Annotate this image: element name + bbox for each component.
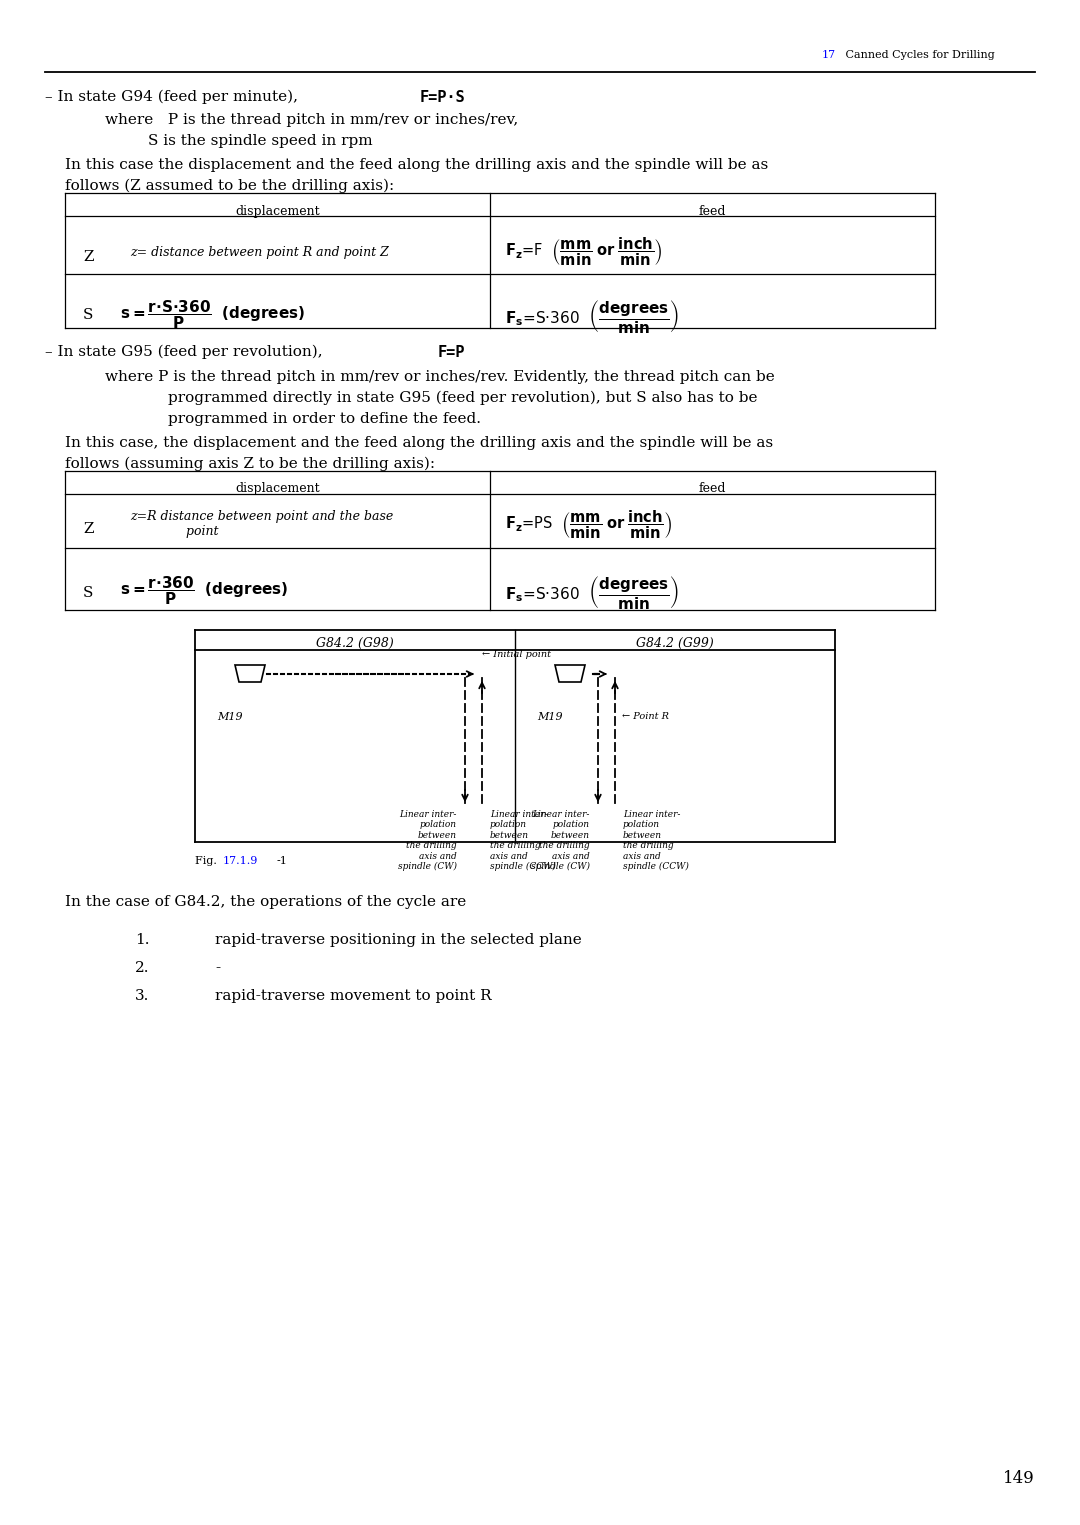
Text: ← Initial point: ← Initial point bbox=[482, 650, 551, 659]
Text: Linear inter-
polation
between
the drilling
axis and
spindle (CCW): Linear inter- polation between the drill… bbox=[490, 810, 556, 871]
Text: 17.1.9: 17.1.9 bbox=[222, 856, 258, 866]
Text: Z: Z bbox=[83, 250, 94, 264]
Text: follows (assuming axis Z to be the drilling axis):: follows (assuming axis Z to be the drill… bbox=[65, 458, 435, 471]
Text: – In state G95 (feed per revolution),: – In state G95 (feed per revolution), bbox=[45, 345, 333, 360]
Text: In the case of G84.2, the operations of the cycle are: In the case of G84.2, the operations of … bbox=[65, 895, 467, 909]
Text: 1.: 1. bbox=[135, 933, 149, 947]
Text: rapid-traverse movement to point R: rapid-traverse movement to point R bbox=[215, 990, 491, 1003]
Text: z= distance between point R and point Z: z= distance between point R and point Z bbox=[130, 246, 389, 259]
Text: In this case the displacement and the feed along the drilling axis and the spind: In this case the displacement and the fe… bbox=[65, 159, 768, 172]
Text: In this case, the displacement and the feed along the drilling axis and the spin: In this case, the displacement and the f… bbox=[65, 436, 773, 450]
Text: $\mathbf{s=\dfrac{r{\cdot}360}{P}}$  $\mathbf{(degrees)}$: $\mathbf{s=\dfrac{r{\cdot}360}{P}}$ $\ma… bbox=[120, 573, 288, 607]
Text: programmed in order to define the feed.: programmed in order to define the feed. bbox=[168, 412, 481, 425]
Text: M19: M19 bbox=[537, 712, 563, 721]
Text: follows (Z assumed to be the drilling axis):: follows (Z assumed to be the drilling ax… bbox=[65, 178, 394, 194]
Text: Linear inter-
polation
between
the drilling
axis and
spindle (CW): Linear inter- polation between the drill… bbox=[399, 810, 457, 871]
Text: $\mathbf{s=\dfrac{r{\cdot}S{\cdot}360}{P}}$  $\mathbf{(degrees)}$: $\mathbf{s=\dfrac{r{\cdot}S{\cdot}360}{P… bbox=[120, 297, 306, 331]
Text: F=P: F=P bbox=[438, 345, 465, 360]
Text: -1: -1 bbox=[276, 856, 288, 866]
Text: S is the spindle speed in rpm: S is the spindle speed in rpm bbox=[148, 134, 373, 148]
Text: ← Point R: ← Point R bbox=[622, 712, 669, 721]
Text: z=R distance between point and the base
              point: z=R distance between point and the base … bbox=[130, 509, 393, 538]
Text: G84.2 (G99): G84.2 (G99) bbox=[636, 637, 714, 650]
Text: $\mathbf{F_z}$=F  $\left(\dfrac{\mathbf{mm}}{\mathbf{min}}\;\mathbf{or}\;\dfrac{: $\mathbf{F_z}$=F $\left(\dfrac{\mathbf{m… bbox=[505, 235, 663, 267]
Text: Canned Cycles for Drilling: Canned Cycles for Drilling bbox=[842, 50, 995, 59]
Text: 17: 17 bbox=[822, 50, 836, 59]
Text: G84.2 (G98): G84.2 (G98) bbox=[316, 637, 394, 650]
Text: Linear inter-
polation
between
the drilling
axis and
spindle (CCW): Linear inter- polation between the drill… bbox=[623, 810, 689, 871]
Text: -: - bbox=[215, 961, 220, 974]
Text: S: S bbox=[83, 308, 93, 322]
Text: 2.: 2. bbox=[135, 961, 149, 974]
Text: displacement: displacement bbox=[235, 204, 320, 218]
Text: rapid-traverse positioning in the selected plane: rapid-traverse positioning in the select… bbox=[215, 933, 582, 947]
Text: M19: M19 bbox=[217, 712, 243, 721]
Text: $\mathbf{F_s}$=S·360  $\left(\dfrac{\mathbf{degrees}}{\mathbf{min}}\right)$: $\mathbf{F_s}$=S·360 $\left(\dfrac{\math… bbox=[505, 573, 679, 612]
Text: $\mathbf{F_z}$=PS  $\left(\dfrac{\mathbf{mm}}{\mathbf{min}}\;\mathbf{or}\;\dfrac: $\mathbf{F_z}$=PS $\left(\dfrac{\mathbf{… bbox=[505, 508, 673, 540]
Text: Fig.: Fig. bbox=[195, 856, 220, 866]
Text: Linear inter-
polation
between
the drilling
axis and
spindle (CW): Linear inter- polation between the drill… bbox=[531, 810, 590, 871]
Text: displacement: displacement bbox=[235, 482, 320, 496]
Text: 149: 149 bbox=[1003, 1470, 1035, 1487]
Text: F=P·S: F=P·S bbox=[420, 90, 465, 105]
Text: where P is the thread pitch in mm/rev or inches/rev. Evidently, the thread pitch: where P is the thread pitch in mm/rev or… bbox=[105, 371, 774, 384]
Text: $\mathbf{F_s}$=S·360  $\left(\dfrac{\mathbf{degrees}}{\mathbf{min}}\right)$: $\mathbf{F_s}$=S·360 $\left(\dfrac{\math… bbox=[505, 297, 679, 336]
Text: 3.: 3. bbox=[135, 990, 149, 1003]
Text: programmed directly in state G95 (feed per revolution), but S also has to be: programmed directly in state G95 (feed p… bbox=[168, 390, 757, 406]
Text: S: S bbox=[83, 586, 93, 599]
Text: feed: feed bbox=[699, 204, 726, 218]
Text: feed: feed bbox=[699, 482, 726, 496]
Text: where   P is the thread pitch in mm/rev or inches/rev,: where P is the thread pitch in mm/rev or… bbox=[105, 113, 518, 127]
Text: – In state G94 (feed per minute),: – In state G94 (feed per minute), bbox=[45, 90, 308, 104]
Text: Z: Z bbox=[83, 522, 94, 535]
